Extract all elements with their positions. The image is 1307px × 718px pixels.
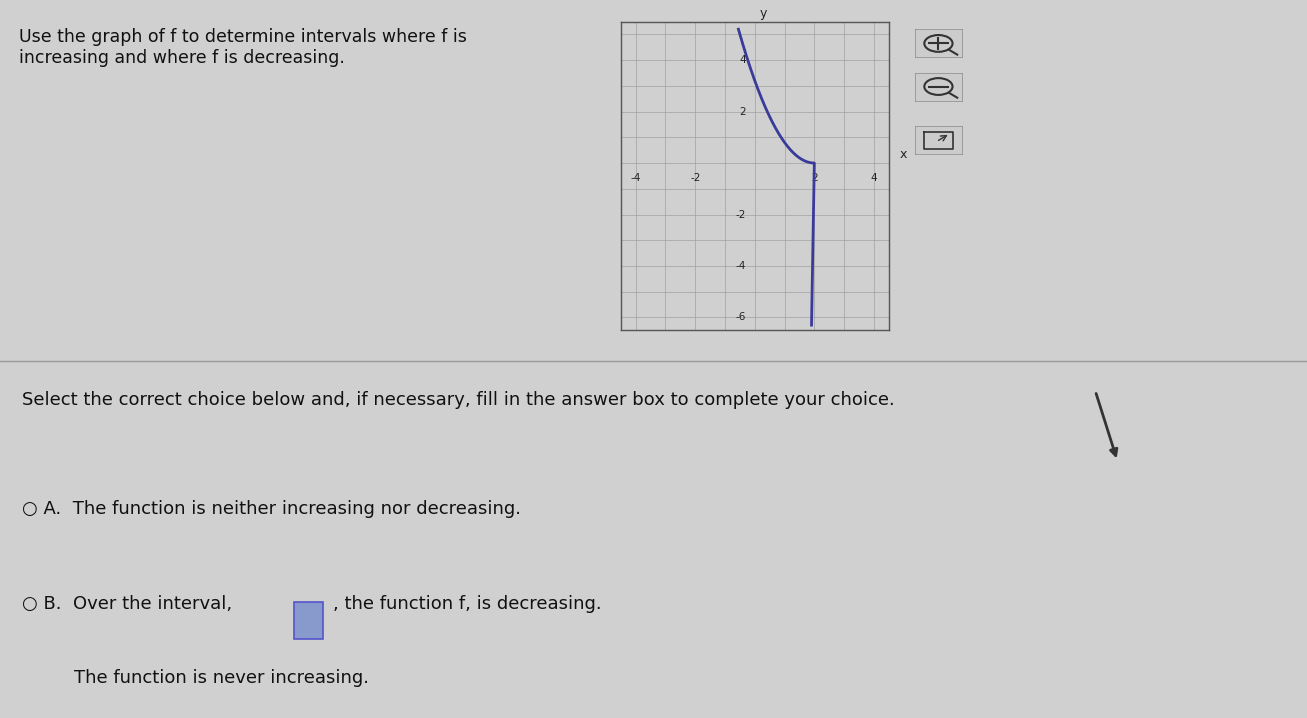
Text: Use the graph of f to determine intervals where f is
increasing and where f is d: Use the graph of f to determine interval… [20, 28, 467, 67]
Text: -4: -4 [630, 173, 640, 183]
Text: -4: -4 [736, 261, 746, 271]
Text: Select the correct choice below and, if necessary, fill in the answer box to com: Select the correct choice below and, if … [22, 391, 895, 409]
Text: y: y [759, 7, 767, 20]
Text: ○ A.  The function is neither increasing nor decreasing.: ○ A. The function is neither increasing … [22, 500, 521, 518]
Text: , the function f, is decreasing.: , the function f, is decreasing. [333, 595, 603, 613]
Text: The function is never increasing.: The function is never increasing. [74, 668, 370, 686]
Text: ○ B.  Over the interval,: ○ B. Over the interval, [22, 595, 233, 613]
Text: 4: 4 [740, 55, 746, 65]
Text: 2: 2 [812, 173, 818, 183]
FancyBboxPatch shape [294, 602, 323, 639]
Text: -6: -6 [736, 312, 746, 322]
Text: 4: 4 [870, 173, 877, 183]
Text: x: x [899, 148, 907, 161]
Text: 2: 2 [740, 106, 746, 116]
Text: -2: -2 [736, 210, 746, 220]
Text: -2: -2 [690, 173, 701, 183]
